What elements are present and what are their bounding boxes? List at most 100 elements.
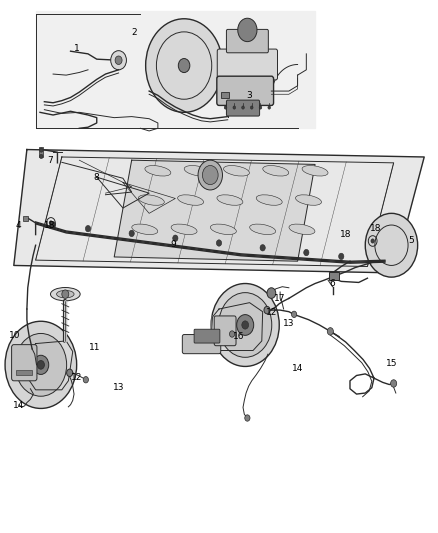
Ellipse shape [184,166,210,176]
Bar [22,216,28,221]
Circle shape [67,369,73,376]
Text: 17: 17 [274,294,286,303]
Ellipse shape [178,195,204,205]
Bar [329,272,339,280]
Text: 8: 8 [94,173,99,182]
Circle shape [202,165,218,184]
Circle shape [339,253,344,260]
Circle shape [83,376,88,383]
Circle shape [173,235,178,241]
Text: 18: 18 [371,224,382,233]
Ellipse shape [210,224,237,235]
FancyBboxPatch shape [217,49,278,80]
Ellipse shape [57,290,74,298]
Ellipse shape [302,166,328,176]
Circle shape [216,240,222,246]
Circle shape [237,314,254,335]
Circle shape [219,293,272,357]
Bar [39,148,43,157]
Circle shape [33,356,49,375]
FancyBboxPatch shape [214,316,236,346]
Circle shape [365,213,418,277]
Text: 10: 10 [9,331,21,340]
Circle shape [267,288,276,298]
Circle shape [5,321,77,408]
Circle shape [115,56,122,64]
Ellipse shape [296,195,321,205]
Text: 6: 6 [330,279,336,288]
FancyBboxPatch shape [217,76,274,106]
Polygon shape [28,341,73,390]
Text: 12: 12 [71,373,83,382]
Circle shape [259,106,262,109]
Text: 16: 16 [233,332,244,341]
Circle shape [129,230,134,237]
Circle shape [251,106,253,109]
Circle shape [238,18,257,42]
Text: 11: 11 [89,343,100,352]
Text: 14: 14 [12,401,24,410]
Circle shape [37,360,44,369]
Circle shape [178,59,190,72]
Ellipse shape [145,166,171,176]
Text: 15: 15 [386,359,397,368]
Text: 1: 1 [74,44,80,53]
Circle shape [211,284,279,367]
Text: 13: 13 [283,319,295,328]
Polygon shape [14,150,424,273]
Ellipse shape [171,224,197,235]
Circle shape [39,148,43,152]
Bar [221,92,229,98]
Text: 12: 12 [266,308,277,317]
Circle shape [224,106,227,109]
Polygon shape [35,11,315,128]
Polygon shape [211,303,263,351]
Polygon shape [114,160,315,261]
Circle shape [268,106,271,109]
Ellipse shape [263,166,289,176]
Ellipse shape [289,224,315,235]
Circle shape [245,415,250,421]
Circle shape [242,321,249,329]
Circle shape [50,222,56,228]
Text: 18: 18 [44,221,56,230]
Circle shape [146,19,223,112]
Text: 7: 7 [47,156,53,165]
Circle shape [85,225,91,232]
FancyBboxPatch shape [182,335,221,354]
Circle shape [242,106,244,109]
Text: 9: 9 [170,240,176,249]
Text: 13: 13 [113,383,124,392]
Text: 14: 14 [292,364,303,373]
Circle shape [39,155,43,159]
Circle shape [327,328,333,335]
Ellipse shape [132,224,158,235]
Circle shape [391,379,397,387]
Circle shape [230,331,235,337]
Circle shape [233,106,236,109]
Bar [16,370,32,375]
FancyBboxPatch shape [226,100,260,116]
Circle shape [62,290,69,298]
Text: 18: 18 [340,230,351,239]
Circle shape [49,221,53,225]
Ellipse shape [250,224,276,235]
Circle shape [291,311,297,318]
Ellipse shape [256,195,282,205]
Circle shape [198,160,223,190]
Text: 3: 3 [247,91,252,100]
Ellipse shape [223,166,250,176]
Circle shape [304,249,309,256]
FancyBboxPatch shape [194,329,220,343]
Text: 2: 2 [131,28,137,37]
Circle shape [371,239,374,243]
FancyBboxPatch shape [226,29,268,53]
Ellipse shape [217,195,243,205]
Ellipse shape [50,287,80,301]
Circle shape [15,334,67,396]
Circle shape [264,306,270,314]
Ellipse shape [138,195,164,205]
Text: 4: 4 [15,221,21,230]
Circle shape [111,51,127,70]
Text: 5: 5 [408,237,414,246]
